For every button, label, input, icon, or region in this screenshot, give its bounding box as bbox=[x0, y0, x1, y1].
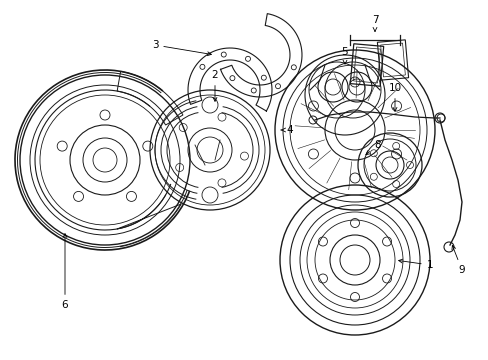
Text: 1: 1 bbox=[398, 259, 432, 270]
Text: 10: 10 bbox=[387, 83, 401, 111]
Text: 8: 8 bbox=[365, 140, 381, 155]
Text: 7: 7 bbox=[371, 15, 378, 31]
Text: 4: 4 bbox=[281, 125, 293, 135]
Text: 9: 9 bbox=[451, 246, 465, 275]
Text: 2: 2 bbox=[211, 70, 218, 101]
Text: 6: 6 bbox=[61, 234, 68, 310]
Text: 5: 5 bbox=[341, 47, 347, 64]
Text: 3: 3 bbox=[151, 40, 211, 56]
